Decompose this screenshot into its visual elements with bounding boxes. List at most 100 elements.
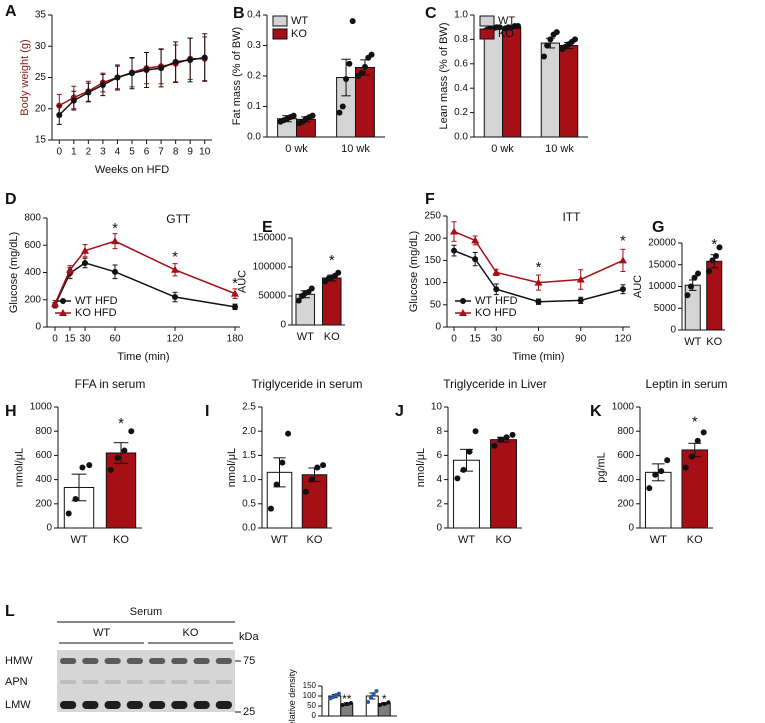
panel-letter: A	[5, 3, 17, 20]
y-tick-label: 250	[424, 211, 441, 222]
panel-letter: G	[652, 219, 664, 236]
data-point	[705, 268, 712, 275]
blot-band	[171, 658, 188, 664]
panel-letter: D	[5, 191, 17, 208]
y-tick-label: 0.0	[454, 132, 468, 143]
point	[114, 74, 121, 81]
y-tick-label: 50	[430, 299, 442, 310]
x-tick-label: KO	[496, 534, 512, 546]
bar	[105, 452, 137, 529]
chart-title: Triglyceride in serum	[252, 377, 363, 391]
data-point	[460, 466, 467, 473]
x-tick-label: WT	[458, 534, 475, 546]
y-axis-label: Lean mass (% of BW)	[438, 23, 450, 130]
x-tick-label: 9	[187, 147, 193, 158]
x-tick-label: 60	[533, 334, 545, 345]
data-point	[386, 700, 391, 705]
data-point	[378, 703, 383, 707]
bar	[502, 26, 522, 138]
x-tick-label: 8	[173, 147, 179, 158]
blot-band-label: APN	[5, 676, 28, 688]
point	[450, 227, 459, 235]
y-tick-label: 0.6	[454, 58, 468, 69]
y-tick-label: 4	[436, 474, 442, 485]
data-point	[382, 702, 387, 706]
blot-band	[193, 680, 210, 684]
data-point	[553, 29, 560, 36]
x-tick-label: WT	[297, 331, 314, 343]
y-tick-label: 100	[424, 277, 441, 288]
y-tick-label: 30	[35, 41, 47, 52]
y-tick-label: 10	[431, 402, 443, 413]
data-point	[497, 436, 504, 443]
y-tick-label: 6	[436, 450, 442, 461]
data-point	[652, 471, 659, 478]
y-tick-label: 200	[24, 294, 41, 305]
data-point	[694, 437, 701, 444]
point	[171, 265, 179, 273]
x-tick-label: 30	[79, 334, 91, 345]
y-tick-label: 400	[617, 474, 634, 485]
blot-title: Serum	[130, 606, 162, 618]
blot-band	[215, 680, 232, 684]
data-point	[374, 689, 379, 693]
data-point	[700, 429, 707, 436]
data-point	[691, 274, 698, 281]
blot-band-label: LMW	[5, 699, 31, 711]
bar	[681, 449, 709, 529]
data-point	[65, 510, 72, 517]
y-tick-label: 600	[617, 450, 634, 461]
y-tick-label: 50	[307, 701, 316, 710]
blot-band	[82, 680, 99, 684]
annotation: *	[711, 236, 717, 253]
y-tick-label: 2.5	[242, 402, 256, 413]
blot-band	[104, 701, 121, 709]
blot-band	[60, 680, 77, 684]
blot-band	[126, 680, 143, 684]
data-point	[358, 69, 365, 76]
data-point	[496, 24, 503, 31]
blot-band	[82, 658, 99, 664]
data-point	[86, 462, 93, 469]
data-point	[368, 695, 373, 699]
data-point	[466, 448, 473, 455]
y-tick-label: 200	[617, 498, 634, 509]
x-tick-label: 0	[56, 147, 62, 158]
x-tick-label: 15	[470, 334, 482, 345]
legend-swatch	[272, 15, 288, 27]
blot-band	[215, 701, 232, 709]
data-point	[371, 692, 376, 696]
panel-letter: J	[395, 403, 404, 420]
data-point	[309, 112, 316, 119]
data-point	[320, 462, 327, 469]
blot-band	[193, 701, 210, 709]
y-tick-label: 100000	[253, 262, 287, 273]
point	[472, 256, 479, 263]
y-tick-label: 0.3	[247, 40, 261, 51]
y-tick-label: 1.5	[242, 450, 256, 461]
annotation: *	[118, 415, 124, 432]
y-axis-label: Glucose (mg/dL)	[8, 232, 20, 313]
x-tick-label: KO	[706, 336, 722, 348]
y-tick-label: 600	[24, 240, 41, 251]
x-tick-label: 0	[451, 334, 457, 345]
data-point	[687, 283, 694, 290]
data-point	[339, 103, 346, 110]
data-point	[290, 112, 297, 119]
point	[576, 275, 585, 283]
x-tick-label: WT	[271, 534, 288, 546]
x-tick-label: 10	[199, 147, 211, 158]
bar	[644, 471, 672, 529]
y-tick-label: 2.0	[242, 426, 256, 437]
y-tick-label: 0.1	[247, 101, 261, 112]
x-tick-label: 3	[100, 147, 106, 158]
blot-band	[149, 701, 166, 709]
y-axis-label: Fat mass (% of BW)	[231, 27, 243, 125]
point	[143, 67, 150, 73]
data-point	[695, 270, 702, 277]
ladder-label: 25	[243, 706, 255, 718]
y-tick-label: 15000	[648, 259, 676, 270]
y-tick-label: 600	[35, 450, 52, 461]
x-tick-label: 5	[129, 147, 135, 158]
y-axis-label: AUC	[237, 270, 249, 293]
